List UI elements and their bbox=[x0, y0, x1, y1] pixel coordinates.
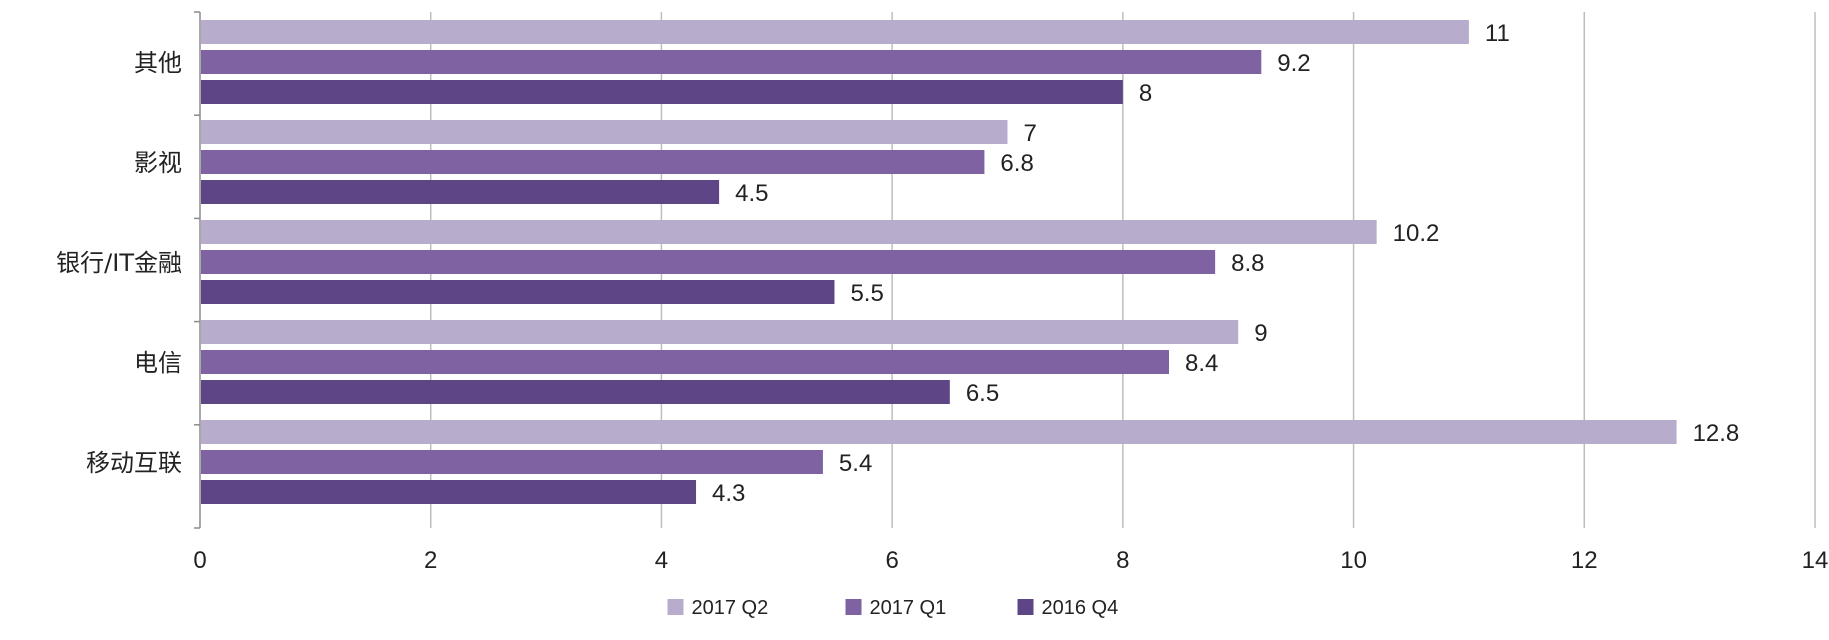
labels-layer: 11 9.2 8 其他 7 6.8 4.5 影视 10.2 8.8 5.5 银行/IT金融 9 8.4 6.… bbox=[56, 20, 1739, 507]
category-label: 银行/IT金融 bbox=[56, 249, 182, 277]
category-label: 其他 bbox=[134, 49, 182, 77]
legend: 2017 Q2 2017 Q1 2016 Q4 bbox=[667, 597, 1119, 619]
data-label: 10.2 bbox=[1393, 220, 1440, 247]
bar bbox=[201, 320, 1239, 344]
legend-item: 2017 Q1 bbox=[845, 597, 947, 619]
x-tick-label: 12 bbox=[1571, 547, 1598, 574]
x-tick-label: 14 bbox=[1802, 547, 1829, 574]
data-label: 5.4 bbox=[839, 450, 872, 477]
bar bbox=[201, 80, 1123, 104]
bar bbox=[201, 350, 1169, 374]
data-label: 9 bbox=[1254, 320, 1267, 347]
x-tick-label: 8 bbox=[1116, 547, 1129, 574]
data-label: 6.8 bbox=[1000, 150, 1033, 177]
bar bbox=[201, 50, 1262, 74]
category-label: 影视 bbox=[134, 149, 182, 177]
x-tick-label: 4 bbox=[655, 547, 668, 574]
bar bbox=[201, 380, 950, 404]
legend-item: 2016 Q4 bbox=[1017, 597, 1119, 619]
data-label: 5.5 bbox=[850, 280, 883, 307]
x-tick-label: 0 bbox=[193, 547, 206, 574]
data-label: 4.5 bbox=[735, 180, 768, 207]
legend-label: 2016 Q4 bbox=[1042, 597, 1119, 619]
bar bbox=[201, 20, 1469, 44]
legend-label: 2017 Q1 bbox=[870, 597, 947, 619]
data-label: 8.4 bbox=[1185, 350, 1218, 377]
bar bbox=[201, 120, 1008, 144]
x-tick-label: 2 bbox=[424, 547, 437, 574]
bars-layer bbox=[201, 20, 1677, 504]
bar bbox=[201, 280, 835, 304]
legend-item: 2017 Q2 bbox=[667, 597, 769, 619]
legend-swatch bbox=[845, 599, 862, 615]
bar bbox=[201, 450, 823, 474]
bar bbox=[201, 420, 1677, 444]
data-label: 12.8 bbox=[1693, 420, 1740, 447]
data-label: 11 bbox=[1485, 20, 1510, 47]
x-tick-label: 10 bbox=[1340, 547, 1367, 574]
category-label: 电信 bbox=[134, 349, 182, 377]
legend-swatch bbox=[667, 599, 684, 615]
bar bbox=[201, 180, 720, 204]
data-label: 7 bbox=[1024, 120, 1037, 147]
data-label: 8 bbox=[1139, 80, 1152, 107]
legend-label: 2017 Q2 bbox=[692, 597, 769, 619]
legend-swatch bbox=[1017, 599, 1034, 615]
data-label: 9.2 bbox=[1277, 50, 1310, 77]
data-label: 4.3 bbox=[712, 480, 745, 507]
bar bbox=[201, 250, 1216, 274]
bar bbox=[201, 220, 1377, 244]
bar bbox=[201, 480, 697, 504]
category-label: 移动互联 bbox=[86, 449, 182, 477]
bar bbox=[201, 150, 985, 174]
axis-layer: 0 2 4 6 8 10 12 14 bbox=[193, 11, 1829, 574]
x-tick-label: 6 bbox=[885, 547, 898, 574]
data-label: 8.8 bbox=[1231, 250, 1264, 277]
data-label: 6.5 bbox=[966, 380, 999, 407]
